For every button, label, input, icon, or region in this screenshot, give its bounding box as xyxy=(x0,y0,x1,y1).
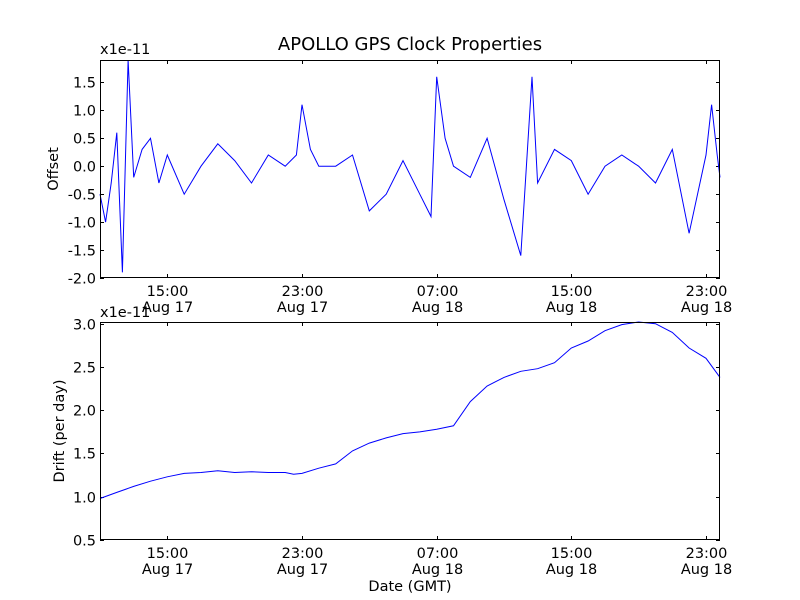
offset-xtick-date-label: Aug 18 xyxy=(546,300,597,316)
drift-ytick-label: 2.5 xyxy=(73,361,96,377)
drift-ytick-label: 1.5 xyxy=(73,447,96,463)
drift-xtick-time-label: 15:00 xyxy=(551,546,593,562)
offset-ylabel: Offset xyxy=(46,147,62,191)
offset-xtick-time-label: 15:00 xyxy=(551,284,593,300)
offset-xtick-date-label: Aug 17 xyxy=(277,300,328,316)
drift-xtick-time-label: 07:00 xyxy=(417,546,459,562)
offset-xtick-time-label: 07:00 xyxy=(417,284,459,300)
offset-ytick-label: 1.5 xyxy=(73,76,96,92)
drift-xtick-date-label: Aug 18 xyxy=(546,562,597,578)
offset-xtick-time-label: 23:00 xyxy=(686,284,728,300)
offset-series-line xyxy=(99,59,721,273)
offset-ytick-label: 1.0 xyxy=(73,104,96,120)
offset-xtick-time-label: 15:00 xyxy=(147,284,189,300)
drift-xtick-time-label: 15:00 xyxy=(147,546,189,562)
drift-xtick-date-label: Aug 17 xyxy=(277,562,328,578)
drift-series-line xyxy=(99,321,721,499)
drift-axes-frame xyxy=(100,322,720,540)
drift-ylabel: Drift (per day) xyxy=(52,380,68,483)
offset-ytick-label: 0.5 xyxy=(73,132,96,148)
drift-multiplier-label: x1e-11 xyxy=(100,305,150,321)
offset-ytick-label: -0.5 xyxy=(68,188,96,204)
drift-xtick-date-label: Aug 18 xyxy=(412,562,463,578)
drift-xlabel: Date (GMT) xyxy=(368,579,451,595)
drift-ytick-label: 2.0 xyxy=(73,404,96,420)
offset-xtick-date-label: Aug 18 xyxy=(681,300,732,316)
drift-series xyxy=(99,321,721,499)
drift-ytick-label: 3.0 xyxy=(73,318,96,334)
drift-xtick-date-label: Aug 17 xyxy=(142,562,193,578)
offset-ytick-label: -1.0 xyxy=(68,216,96,232)
drift-ytick-label: 0.5 xyxy=(73,534,96,550)
drift-xtick-time-label: 23:00 xyxy=(686,546,728,562)
drift-ytick-label: 1.0 xyxy=(73,491,96,507)
offset-series xyxy=(99,59,721,273)
offset-xtick-date-label: Aug 17 xyxy=(142,300,193,316)
offset-ytick-label: 0.0 xyxy=(73,160,96,176)
offset-axes-frame xyxy=(100,60,720,278)
offset-panel: x1e-11 Offset -2.0 -1.5 -1.0 -0.5 0.0 0.5 1.0 1… xyxy=(46,42,732,316)
offset-xtick-date-label: Aug 18 xyxy=(412,300,463,316)
drift-panel: x1e-11 Drift (per day) Date (GMT) 0.5 1.0… xyxy=(52,305,732,595)
offset-xtick-time-label: 23:00 xyxy=(282,284,324,300)
offset-ytick-label: -2.0 xyxy=(68,272,96,288)
drift-xtick-time-label: 23:00 xyxy=(282,546,324,562)
offset-ytick-label: -1.5 xyxy=(68,244,96,260)
chart-title: APOLLO GPS Clock Properties xyxy=(278,34,542,55)
drift-xtick-date-label: Aug 18 xyxy=(681,562,732,578)
offset-multiplier-label: x1e-11 xyxy=(100,42,150,58)
